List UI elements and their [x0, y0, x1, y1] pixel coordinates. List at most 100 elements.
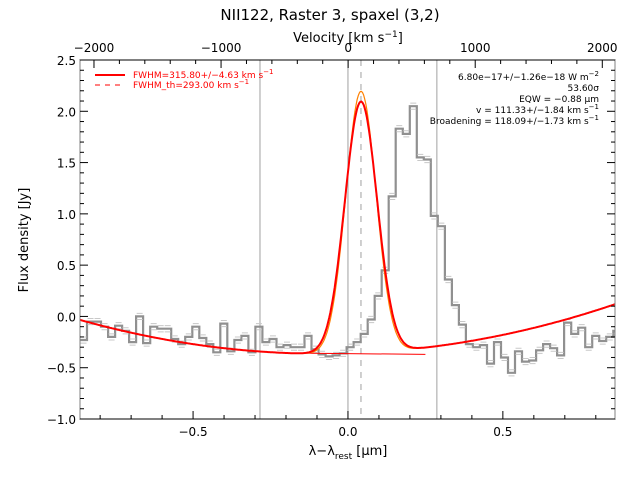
- error-bar: [424, 155, 431, 164]
- error-bar: [241, 332, 248, 340]
- y-tick-label: 1.5: [57, 157, 76, 171]
- error-bar: [606, 333, 613, 341]
- error-bar: [571, 330, 578, 338]
- error-bar: [452, 301, 459, 309]
- error-bar: [164, 325, 171, 333]
- error-bar: [529, 356, 536, 365]
- error-bar: [269, 335, 276, 343]
- error-bar: [621, 353, 627, 359]
- fit-annotations: 6.80e−17+/−1.26e−18 W m−2 53.60σ EQW = −…: [430, 70, 599, 127]
- error-bar: [305, 332, 312, 340]
- top-tick-label: 1000: [460, 41, 491, 55]
- error-bar: [501, 353, 508, 362]
- error-bar: [291, 343, 298, 351]
- top-axis-label: Velocity [km s−1]: [293, 30, 403, 46]
- y-tick-label: 1.0: [57, 208, 76, 222]
- error-bar: [361, 330, 368, 338]
- error-bar: [375, 292, 382, 300]
- annotation-sigma: 53.60σ: [568, 84, 600, 94]
- error-bar: [389, 192, 396, 200]
- annotation-broadening: Broadening = 118.09+/−1.73 km s−1: [430, 114, 599, 127]
- error-bar: [628, 352, 634, 358]
- error-bar: [396, 125, 403, 133]
- y-tick-label: 2.5: [57, 54, 76, 68]
- error-bar: [150, 323, 157, 331]
- error-bar: [283, 341, 290, 349]
- error-bar: [122, 327, 129, 335]
- spectrum-series: [80, 102, 640, 377]
- annotation-flux: 6.80e−17+/−1.26e−18 W m−2: [458, 70, 599, 83]
- error-bar: [101, 323, 108, 331]
- fit-series: [80, 90, 615, 355]
- y-axis-label: Flux density [Jy]: [17, 188, 32, 293]
- error-bar: [480, 341, 487, 349]
- error-bar: [585, 343, 592, 351]
- y-tick-label: 2.0: [57, 105, 76, 119]
- top-tick-label: −1000: [201, 41, 242, 55]
- error-bar: [459, 321, 466, 329]
- chart-title: NII122, Raster 3, spaxel (3,2): [220, 6, 439, 24]
- y-tick-label: −0.5: [47, 362, 76, 376]
- error-bar: [508, 369, 515, 377]
- error-bar: [298, 343, 305, 351]
- error-bar: [87, 317, 94, 326]
- annotation-velocity: v = 111.33+/−1.84 km s−1: [476, 103, 599, 116]
- error-bar: [578, 324, 585, 332]
- legend: FWHM=315.80+/−4.63 km s−1 FWHM_th=293.00…: [95, 68, 274, 91]
- error-bar: [550, 344, 557, 352]
- top-tick-label: 0: [344, 41, 352, 55]
- legend-label-fwhm-th: FWHM_th=293.00 km s−1: [133, 78, 249, 91]
- x-axis-label: λ−λrest [μm]: [309, 444, 388, 462]
- error-bar: [220, 320, 227, 328]
- error-bar: [543, 340, 550, 348]
- error-bar: [431, 212, 438, 220]
- error-bar: [522, 357, 529, 366]
- x-tick-label: −0.5: [179, 425, 208, 439]
- error-bar: [157, 325, 164, 333]
- error-bar: [340, 349, 347, 357]
- error-bar: [129, 338, 136, 346]
- axis-ticks: −0.5 0.0 0.5 −1.0 −0.5 0.0 0.5 1.0 1.5 2.0 2.5−200…: [47, 41, 618, 439]
- error-bar: [213, 348, 220, 356]
- error-bar: [417, 153, 424, 162]
- annotation-eqw: EQW = −0.88 μm: [519, 95, 599, 105]
- error-bar: [438, 222, 445, 230]
- error-bar: [354, 338, 361, 346]
- fit-total-line: [80, 100, 615, 355]
- error-bar: [515, 347, 522, 355]
- error-bar: [234, 336, 241, 344]
- error-bar: [410, 102, 417, 110]
- y-tick-label: 0.0: [57, 310, 76, 324]
- vertical-lines: [259, 60, 438, 419]
- error-bar: [445, 275, 452, 284]
- error-bar: [536, 346, 543, 354]
- error-bar: [136, 312, 143, 321]
- error-bar: [333, 351, 340, 359]
- error-bar: [143, 339, 150, 347]
- error-bar: [368, 315, 375, 324]
- error-bar: [635, 312, 640, 318]
- legend-label-fwhm: FWHM=315.80+/−4.63 km s−1: [133, 68, 274, 81]
- top-tick-label: 2000: [587, 41, 618, 55]
- error-bar: [185, 333, 192, 341]
- error-bar: [276, 343, 283, 351]
- error-bar: [557, 351, 564, 359]
- error-bar: [592, 332, 599, 340]
- error-bar: [347, 343, 354, 351]
- error-bar: [108, 333, 115, 341]
- error-bar: [248, 348, 255, 356]
- y-tick-label: 0.5: [57, 259, 76, 273]
- error-bar: [487, 360, 494, 368]
- error-bar: [599, 337, 606, 345]
- x-tick-label: 0.0: [338, 425, 357, 439]
- error-bar: [319, 350, 326, 358]
- x-tick-label: 0.5: [493, 425, 512, 439]
- error-bar: [199, 334, 206, 342]
- spectrum-line: [80, 105, 615, 374]
- error-bar: [473, 343, 480, 351]
- error-bar: [403, 130, 410, 138]
- error-bar: [192, 323, 199, 331]
- error-bar: [262, 338, 269, 346]
- y-tick-label: −1.0: [47, 413, 76, 427]
